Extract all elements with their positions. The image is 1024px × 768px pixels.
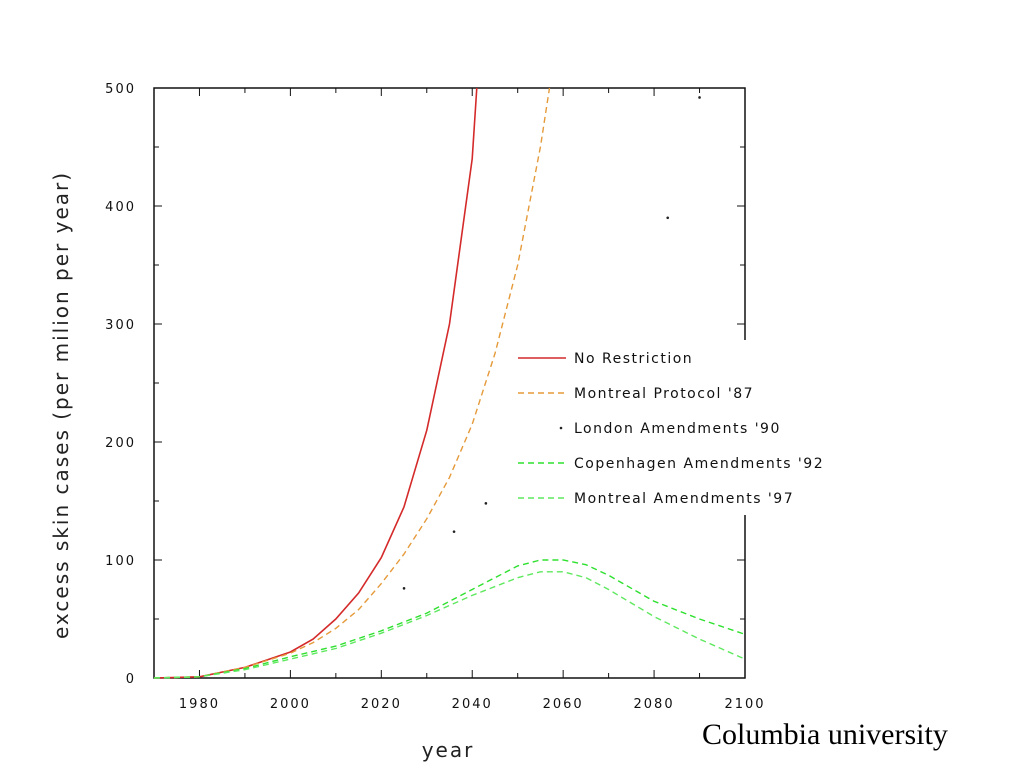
y-tick-label: 100 [105,554,136,569]
x-tick-label: 2080 [634,697,675,712]
point-london-amendments-90 [698,96,701,99]
credit-text: Columbia university [702,718,948,751]
legend-label: Copenhagen Amendments '92 [574,456,824,472]
x-axis-label: year [422,738,475,762]
legend-swatch [559,426,563,430]
legend-label: Montreal Protocol '87 [574,386,754,402]
y-tick-label: 200 [105,436,136,451]
y-tick-label: 500 [105,82,136,97]
series-layer [153,87,746,679]
legend-label: Montreal Amendments '97 [574,491,794,507]
series-line-no-restriction [153,87,478,679]
series-line-montreal-protocol-87 [153,87,551,679]
point-london-amendments-90 [484,502,488,505]
y-tick-label: 0 [126,672,136,687]
point-london-amendments-90 [666,216,670,220]
x-tick-label: 2100 [724,697,765,712]
point-london-amendments-90 [402,587,406,590]
y-axis-label: excess skin cases (per milion per year) [49,171,73,639]
legend-box [505,340,875,515]
legend-label: London Amendments '90 [574,421,781,437]
x-tick-label: 2020 [361,697,402,712]
tick-labels: 1980 2000 2020 2040 2060 2080 2100 0 100 200 300 40… [105,82,765,712]
x-tick-label: 1980 [179,697,220,712]
series-line-copenhagen-amendments-92 [153,559,746,679]
x-tick-label: 2040 [452,697,493,712]
x-tick-label: 2000 [270,697,311,712]
legend-label: No Restriction [574,351,693,367]
y-tick-label: 300 [105,318,136,333]
legend: No Restriction Montreal Protocol '87 Londo… [518,351,824,507]
y-tick-label: 400 [105,200,136,215]
point-london-amendments-90 [452,530,456,533]
x-tick-label: 2060 [543,697,584,712]
series-line-montreal-amendments-97 [153,571,746,679]
